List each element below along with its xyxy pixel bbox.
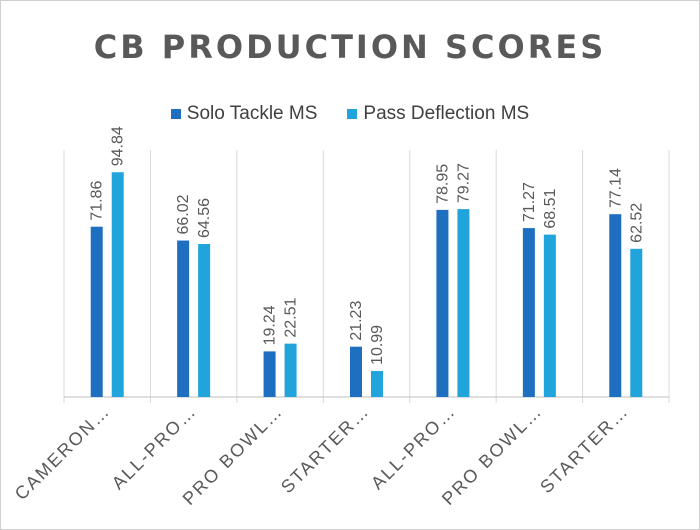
data-label-pass-deflection-1: 64.56 <box>196 198 213 238</box>
bar-pass-deflection-4 <box>457 209 470 397</box>
bar-solo-tackle-6 <box>609 214 622 397</box>
bar-solo-tackle-1 <box>177 240 190 397</box>
data-label-pass-deflection-3: 10.99 <box>369 325 386 365</box>
data-label-solo-tackle-6: 77.14 <box>607 168 624 208</box>
data-label-solo-tackle-0: 71.86 <box>89 181 106 221</box>
data-label-solo-tackle-4: 78.95 <box>434 164 451 204</box>
chart-title: CB PRODUCTION SCORES <box>93 28 607 66</box>
bar-solo-tackle-3 <box>350 346 362 397</box>
category-label-6: STARTER… <box>536 401 632 497</box>
bar-pass-deflection-0 <box>111 172 124 397</box>
data-label-solo-tackle-1: 66.02 <box>175 194 192 234</box>
legend-item-pass-deflection: Pass Deflection MS <box>347 103 529 125</box>
data-label-pass-deflection-2: 22.51 <box>283 298 300 338</box>
legend-swatch-pass-deflection <box>347 109 358 119</box>
bar-solo-tackle-5 <box>522 228 535 397</box>
bar-pass-deflection-2 <box>284 343 297 397</box>
data-label-pass-deflection-0: 94.84 <box>110 126 127 166</box>
data-label-pass-deflection-5: 68.51 <box>542 188 559 228</box>
data-label-pass-deflection-6: 62.52 <box>628 203 645 243</box>
category-label-3: STARTER… <box>277 401 373 497</box>
category-label-1: ALL-PRO… <box>108 401 201 494</box>
bar-solo-tackle-0 <box>90 226 103 397</box>
bar-pass-deflection-6 <box>630 248 643 397</box>
data-label-pass-deflection-4: 79.27 <box>455 163 472 203</box>
category-label-4: ALL-PRO… <box>367 401 460 494</box>
legend-label-pass-deflection: Pass Deflection MS <box>363 103 530 124</box>
bar-solo-tackle-2 <box>263 351 276 397</box>
data-label-solo-tackle-2: 19.24 <box>262 305 279 345</box>
bar-solo-tackle-4 <box>436 209 449 397</box>
bar-pass-deflection-1 <box>198 243 211 397</box>
bar-pass-deflection-5 <box>543 234 556 397</box>
legend-item-solo-tackle: Solo Tackle MS <box>170 103 318 125</box>
chart-legend: Solo Tackle MS Pass Deflection MS <box>0 103 700 125</box>
data-label-solo-tackle-3: 21.23 <box>348 301 365 341</box>
legend-swatch-solo-tackle <box>170 109 181 119</box>
legend-label-solo-tackle: Solo Tackle MS <box>186 103 318 124</box>
data-label-solo-tackle-5: 71.27 <box>521 182 538 222</box>
bar-pass-deflection-3 <box>371 370 383 397</box>
category-label-0: CAMERON… <box>11 401 114 504</box>
